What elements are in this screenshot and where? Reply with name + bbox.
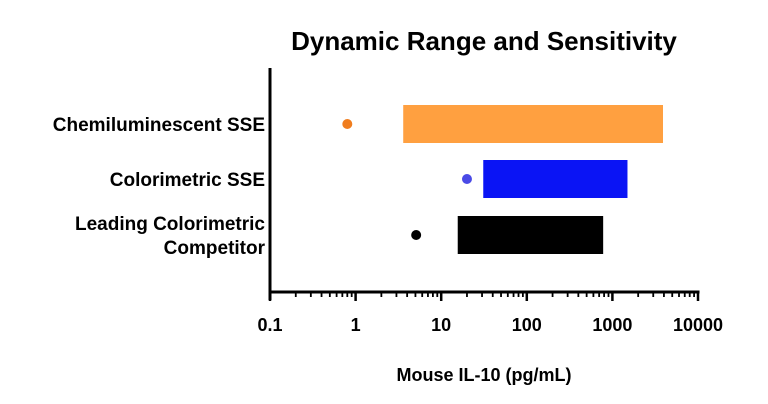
category-labels: Chemiluminescent SSE Colorimetric SSE Lead…: [53, 115, 266, 259]
x-tick-label: 10: [431, 315, 451, 335]
range-bar: [457, 216, 604, 254]
sensitivity-dot: [411, 230, 422, 240]
bars: [403, 105, 663, 254]
x-axis-title: Mouse IL-10 (pg/mL): [397, 365, 572, 385]
sensitivity-dot: [342, 119, 353, 129]
range-bar: [483, 160, 628, 198]
sensitivity-dot: [461, 174, 472, 184]
category-label: Competitor: [164, 238, 266, 259]
axes: [268, 68, 700, 300]
chart-title: Dynamic Range and Sensitivity: [291, 26, 677, 56]
x-tick-label: 100: [512, 315, 542, 335]
x-tick-label: 10000: [673, 315, 723, 335]
x-tick-label: 1: [351, 315, 361, 335]
x-tick-label: 0.1: [257, 315, 282, 335]
category-label: Chemiluminescent SSE: [53, 115, 265, 136]
x-ticks: 0.1 1 10 100 1000 10000: [257, 292, 723, 335]
category-label: Leading Colorimetric: [75, 214, 265, 235]
range-bar: [403, 105, 663, 143]
x-tick-label: 1000: [592, 315, 632, 335]
sensitivity-dots: [342, 119, 472, 240]
category-label: Colorimetric SSE: [110, 170, 265, 191]
